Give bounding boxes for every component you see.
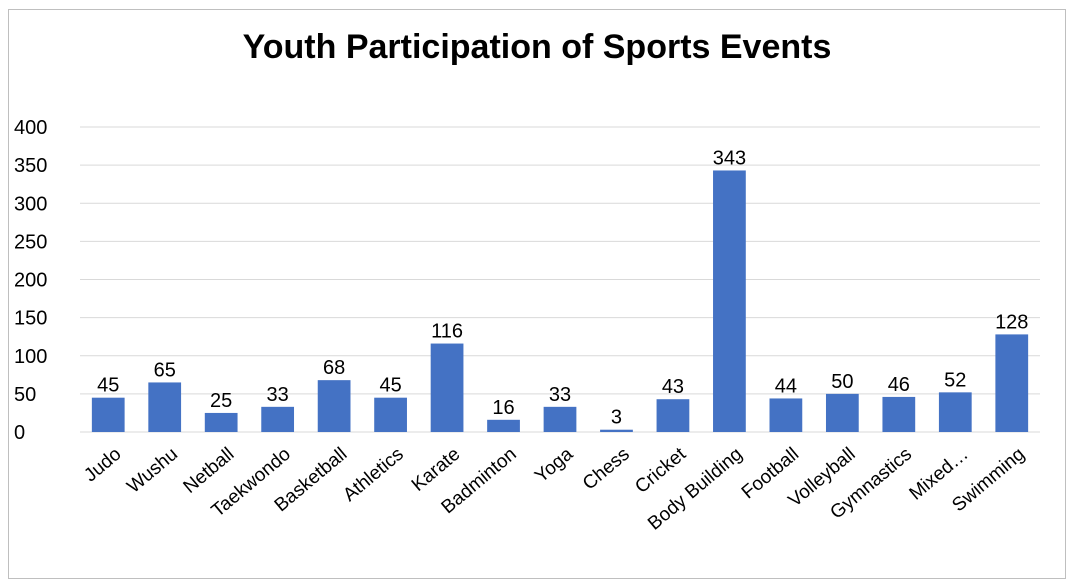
y-tick-label: 100 [14, 346, 47, 368]
category-label: Wushu [123, 444, 182, 498]
data-label: 16 [492, 397, 514, 419]
y-tick-label: 250 [14, 231, 47, 253]
bar [769, 398, 803, 432]
y-tick-label: 50 [14, 384, 36, 406]
y-tick-label: 300 [14, 193, 47, 215]
bar [938, 392, 972, 432]
bar [261, 406, 295, 432]
bar [91, 397, 125, 432]
bar [995, 334, 1029, 432]
y-tick-label: 350 [14, 155, 47, 177]
bar [204, 412, 238, 432]
y-tick-label: 400 [14, 117, 47, 139]
data-label: 33 [267, 384, 289, 406]
data-label: 65 [154, 359, 176, 381]
data-label: 50 [831, 371, 853, 393]
data-label: 45 [97, 375, 119, 397]
data-label: 128 [995, 311, 1028, 333]
bar [656, 399, 690, 432]
y-tick-label: 150 [14, 308, 47, 330]
bar [374, 397, 407, 432]
bar [317, 380, 351, 432]
data-label: 68 [323, 357, 345, 379]
category-label: Athletics [339, 444, 408, 506]
bar [600, 429, 633, 432]
bar [487, 419, 520, 432]
data-label: 46 [888, 374, 910, 396]
x-axis-categories: JudoWushuNetballTaekwondoBasketballAthle… [80, 443, 1029, 534]
data-label: 45 [379, 375, 401, 397]
bar [543, 406, 577, 432]
data-label: 343 [713, 147, 746, 169]
y-axis-ticks: 0 50 100 150 200 250 300 350 400 [14, 117, 47, 444]
data-label: 33 [549, 384, 571, 406]
y-tick-label: 200 [14, 270, 47, 292]
bars [91, 170, 1029, 432]
bar [430, 343, 464, 432]
data-label: 116 [431, 321, 463, 343]
data-label: 44 [775, 375, 797, 397]
category-label: Judo [80, 444, 125, 487]
bar [148, 382, 182, 432]
y-tick-label: 0 [14, 422, 25, 444]
bar [825, 393, 859, 432]
bar [713, 170, 746, 432]
data-label: 52 [944, 369, 966, 391]
bar [882, 396, 916, 432]
data-label: 25 [210, 390, 232, 412]
category-label: Chess [579, 444, 634, 495]
data-label: 3 [611, 407, 622, 429]
category-label: Yoga [531, 443, 577, 487]
chart-title: Youth Participation of Sports Events [242, 28, 832, 66]
chart-frame [8, 9, 1066, 579]
data-label: 43 [662, 376, 684, 398]
gridlines [80, 126, 1040, 433]
